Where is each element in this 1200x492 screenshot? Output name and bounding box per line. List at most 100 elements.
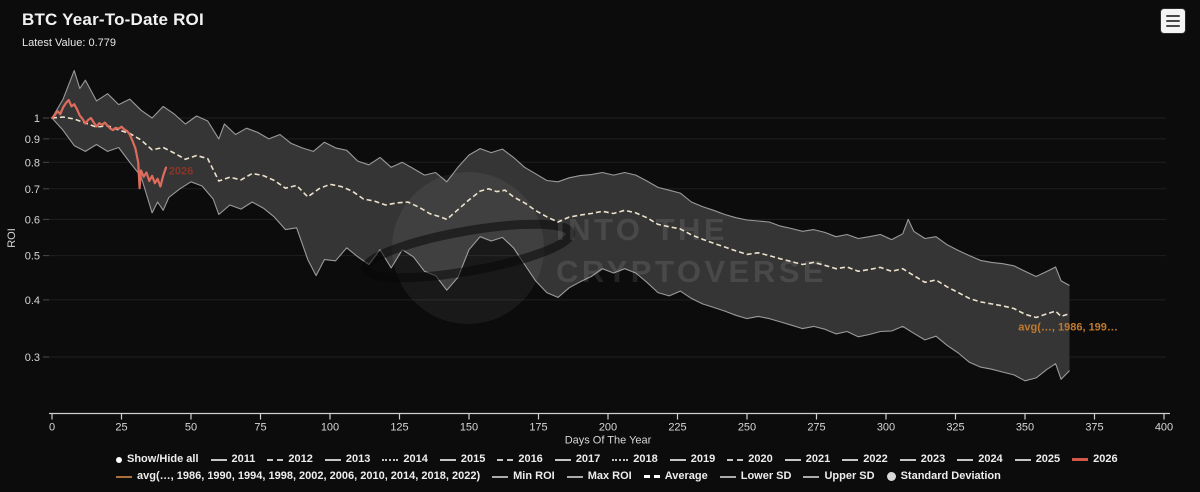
annotations: 2026 avg(…, 1986, 199… [169, 166, 1118, 334]
legend-item-2024[interactable]: 2024 [957, 452, 1003, 467]
legend-item-2012[interactable]: 2012 [267, 452, 313, 467]
legend-marker-line [492, 475, 509, 478]
legend-label: 2026 [1093, 453, 1118, 465]
legend-label: Average [664, 470, 708, 482]
y-tick-label: 0.3 [25, 352, 40, 364]
legend-label: 2015 [460, 453, 486, 465]
y-tick-label: 0.5 [25, 251, 40, 263]
x-tick-label: 350 [1016, 422, 1034, 434]
legend-item-min-roi[interactable]: Min ROI [492, 469, 555, 484]
legend-marker-line [324, 458, 341, 461]
legend-marker-line [566, 475, 583, 478]
legend-marker-line [719, 475, 736, 478]
legend-label: 2019 [690, 453, 716, 465]
legend-item-2021[interactable]: 2021 [784, 452, 830, 467]
y-tick-label: 1 [34, 113, 40, 125]
chart-context-menu-button[interactable] [1161, 9, 1185, 33]
legend-item-avg-1986-1990-1994-1998-2002[interactable]: avg(…, 1986, 1990, 1994, 1998, 2002, 200… [116, 469, 480, 484]
legend-label: 2012 [288, 453, 313, 465]
legend-item-lower-sd[interactable]: Lower SD [719, 469, 792, 484]
legend-item-2023[interactable]: 2023 [899, 452, 945, 467]
x-tick-label: 225 [668, 422, 686, 434]
legend-item-2014[interactable]: 2014 [382, 452, 428, 467]
legend-row: avg(…, 1986, 1990, 1994, 1998, 2002, 200… [116, 469, 1118, 484]
legend-item-max-roi[interactable]: Max ROI [566, 469, 632, 484]
roi-chart-plot[interactable]: INTO THE CRYPTOVERSE 10.90.80.70.60.50.4… [0, 0, 1200, 450]
legend-item-2019[interactable]: 2019 [669, 452, 716, 467]
x-tick-label: 275 [807, 422, 825, 434]
legend-label: Show/Hide all [127, 453, 199, 465]
line-2026[interactable] [50, 98, 168, 190]
standard-deviation-band [51, 70, 1070, 382]
legend-marker-dot [116, 456, 122, 463]
x-tick-label: 300 [877, 422, 895, 434]
y-tick-label: 0.6 [25, 214, 40, 226]
legend-item-2015[interactable]: 2015 [439, 452, 486, 467]
chart-title: BTC Year-To-Date ROI [22, 10, 204, 29]
legend-marker-line [643, 475, 660, 478]
legend-marker-line [267, 458, 284, 461]
legend-item-2022[interactable]: 2022 [842, 452, 888, 467]
x-tick-label: 50 [185, 422, 197, 434]
legend-label: 2020 [748, 453, 773, 465]
legend-marker-line [554, 458, 571, 461]
legend-label: 2014 [403, 453, 428, 465]
x-tick-label: 75 [254, 422, 266, 434]
legend-label: Max ROI [587, 470, 632, 482]
x-axis-title: Days Of The Year [565, 435, 652, 447]
x-tick-label: 100 [321, 422, 339, 434]
legend-marker-line [803, 475, 820, 478]
legend-row: Show/Hide all 2011 2012 2013 2014 2015 2016 201… [116, 452, 1118, 467]
legend-marker-line [727, 458, 744, 461]
legend-marker-line [439, 458, 456, 461]
legend-item-average[interactable]: Average [643, 469, 708, 484]
legend-marker-line [1072, 458, 1089, 461]
legend-marker-circle [886, 472, 896, 481]
legend-marker-line [957, 458, 974, 461]
avg-line[interactable] [51, 116, 1070, 319]
legend-label: 2024 [978, 453, 1003, 465]
legend-label: Standard Deviation [900, 470, 1001, 482]
y-tick-label: 0.4 [25, 295, 40, 307]
sd-band-fill [52, 70, 1070, 381]
legend-item-2020[interactable]: 2020 [727, 452, 773, 467]
axes: 1 0.9 0.8 0.7 0.6 0.5 0.4 0.3 0 25 50 75 100 125 150 17… [6, 113, 1173, 447]
legend-label: Lower SD [740, 470, 792, 482]
hamburger-menu-icon [1166, 15, 1180, 17]
legend-marker-line [669, 458, 686, 461]
x-tick-label: 175 [529, 422, 547, 434]
legend-label: 2011 [231, 453, 256, 465]
legend-item-standard-deviation[interactable]: Standard Deviation [886, 469, 1001, 484]
legend-item-2026[interactable]: 2026 [1072, 452, 1118, 467]
upper-sd-line[interactable] [51, 70, 1070, 286]
x-tick-label: 325 [946, 422, 964, 434]
x-tick-label: 250 [738, 422, 756, 434]
legend-item-2016[interactable]: 2016 [497, 452, 543, 467]
legend-marker-line [497, 458, 514, 461]
y-tick-label: 0.8 [25, 157, 40, 169]
legend-marker-line [842, 458, 859, 461]
legend-item-show-hide-all[interactable]: Show/Hide all [116, 452, 199, 467]
legend-marker-line [210, 458, 227, 461]
x-tick-label: 0 [49, 422, 55, 434]
y-tick-label: 0.9 [25, 134, 40, 146]
legend-item-2018[interactable]: 2018 [612, 452, 658, 467]
data-series [50, 98, 1070, 319]
legend-item-2013[interactable]: 2013 [324, 452, 370, 467]
x-tick-label: 375 [1085, 422, 1103, 434]
legend-marker-line [382, 458, 399, 461]
latest-value-subtitle: Latest Value: 0.779 [22, 37, 116, 49]
y-tick-label: 0.7 [25, 184, 40, 196]
legend-item-upper-sd[interactable]: Upper SD [803, 469, 875, 484]
lower-sd-line[interactable] [51, 117, 1070, 382]
x-tick-label: 400 [1155, 422, 1173, 434]
series-label-annotation: 2026 [169, 166, 193, 178]
legend-item-2011[interactable]: 2011 [210, 452, 256, 467]
legend-marker-line [899, 458, 916, 461]
chart-legend: Show/Hide all 2011 2012 2013 2014 2015 2016 201… [116, 452, 1118, 484]
legend-item-2017[interactable]: 2017 [554, 452, 600, 467]
legend-label: Upper SD [824, 470, 875, 482]
legend-item-2025[interactable]: 2025 [1014, 452, 1060, 467]
y-axis-title: ROI [6, 228, 18, 248]
